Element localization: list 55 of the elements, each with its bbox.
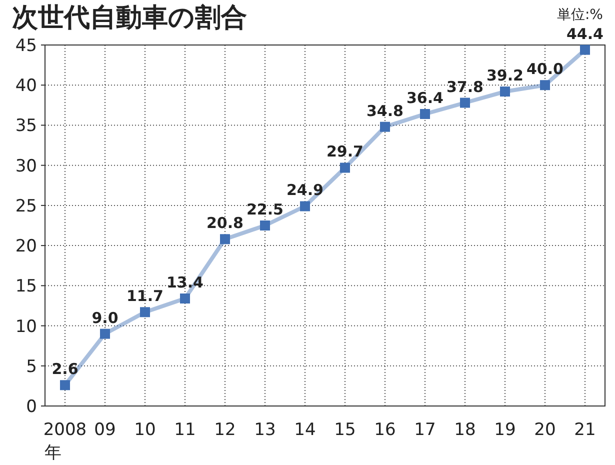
text: 単位:%	[556, 7, 603, 23]
y-tick-label: 15	[15, 276, 37, 297]
x-tick-label: 13	[254, 420, 276, 440]
point	[460, 98, 470, 108]
data-label: 36.4	[406, 88, 444, 107]
data-label: 20.8	[206, 214, 244, 232]
x-tick-label: 2008	[43, 420, 87, 440]
y-tick-label: 45	[15, 36, 37, 56]
point	[100, 328, 110, 339]
x-tick-label: 14	[294, 420, 316, 440]
y-tick-label: 10	[15, 316, 37, 337]
data-label: 9.0	[92, 308, 118, 327]
x-tick-label: 10	[134, 420, 156, 440]
y-tick-label: 30	[15, 156, 37, 176]
data-label: 44.4	[566, 24, 604, 43]
data-label: 2.6	[52, 360, 78, 378]
x-tick-label: 17	[414, 420, 436, 440]
point	[580, 44, 590, 55]
point	[140, 307, 150, 318]
point	[220, 234, 230, 244]
data-label: 11.7	[126, 287, 164, 306]
point	[420, 108, 430, 119]
x-tick-label: 20	[534, 420, 556, 440]
x-tick-label: 09	[94, 420, 116, 440]
data-label: 24.9	[286, 181, 324, 200]
point	[340, 162, 350, 173]
point	[300, 201, 310, 212]
point	[180, 294, 190, 304]
data-label: 37.8	[446, 78, 484, 96]
data-label: 29.7	[326, 142, 364, 161]
x-tick-label: 15	[334, 420, 356, 440]
y-tick-label: 5	[26, 356, 37, 377]
x-tick-label: 19	[494, 420, 516, 440]
y-tick-label: 35	[15, 116, 37, 136]
data-label: 13.4	[166, 274, 204, 292]
point	[540, 80, 550, 90]
y-tick-label: 20	[15, 236, 37, 257]
x-tick-label: 11	[174, 420, 196, 440]
x-axis-title: 年	[44, 443, 62, 463]
point	[60, 380, 70, 390]
point	[260, 220, 270, 230]
data-label: 22.5	[246, 200, 284, 218]
data-label: 34.8	[366, 102, 404, 120]
point	[500, 86, 510, 97]
y-tick-label: 25	[15, 196, 37, 216]
data-label: 39.2	[486, 66, 524, 85]
x-tick-label: 12	[214, 420, 236, 440]
x-tick-label: 21	[574, 420, 596, 440]
data-label: 40.0	[526, 60, 564, 78]
y-tick-label: 40	[15, 76, 37, 96]
chart-title: 次世代自動車の割合	[12, 3, 247, 33]
x-tick-label: 16	[374, 420, 396, 440]
point	[380, 122, 390, 132]
y-tick-label: 0	[26, 397, 37, 417]
x-tick-label: 18	[454, 420, 476, 440]
